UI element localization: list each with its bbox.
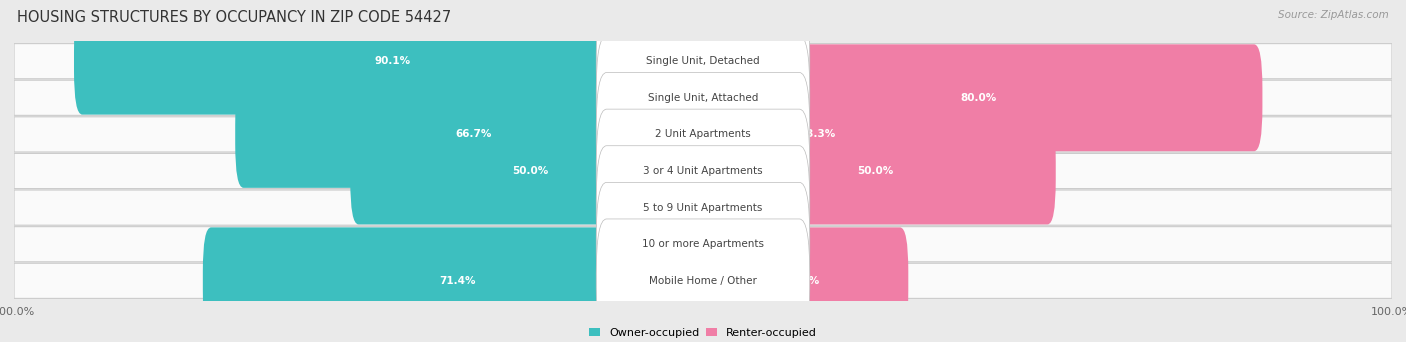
Text: 20.0%: 20.0% xyxy=(616,93,652,103)
FancyBboxPatch shape xyxy=(596,73,810,196)
Text: 28.6%: 28.6% xyxy=(783,276,820,286)
FancyBboxPatch shape xyxy=(14,190,1392,225)
FancyBboxPatch shape xyxy=(695,118,1056,224)
FancyBboxPatch shape xyxy=(695,81,941,188)
Text: 50.0%: 50.0% xyxy=(513,166,548,176)
FancyBboxPatch shape xyxy=(695,44,1263,151)
FancyBboxPatch shape xyxy=(596,182,810,306)
Text: HOUSING STRUCTURES BY OCCUPANCY IN ZIP CODE 54427: HOUSING STRUCTURES BY OCCUPANCY IN ZIP C… xyxy=(17,10,451,25)
FancyBboxPatch shape xyxy=(596,146,810,269)
Text: Single Unit, Detached: Single Unit, Detached xyxy=(647,56,759,66)
FancyBboxPatch shape xyxy=(14,154,1392,188)
FancyBboxPatch shape xyxy=(596,109,810,233)
Text: 0.0%: 0.0% xyxy=(666,202,693,213)
FancyBboxPatch shape xyxy=(14,227,1392,262)
FancyBboxPatch shape xyxy=(596,0,810,123)
FancyBboxPatch shape xyxy=(75,8,711,115)
FancyBboxPatch shape xyxy=(202,227,711,334)
FancyBboxPatch shape xyxy=(14,263,1392,299)
Text: 50.0%: 50.0% xyxy=(858,166,893,176)
FancyBboxPatch shape xyxy=(14,43,1392,79)
FancyBboxPatch shape xyxy=(235,81,711,188)
FancyBboxPatch shape xyxy=(695,227,908,334)
FancyBboxPatch shape xyxy=(350,118,711,224)
FancyBboxPatch shape xyxy=(557,44,711,151)
Text: 0.0%: 0.0% xyxy=(713,202,740,213)
Legend: Owner-occupied, Renter-occupied: Owner-occupied, Renter-occupied xyxy=(585,323,821,342)
Text: 71.4%: 71.4% xyxy=(439,276,475,286)
Text: Mobile Home / Other: Mobile Home / Other xyxy=(650,276,756,286)
Text: 0.0%: 0.0% xyxy=(666,239,693,249)
Text: 3 or 4 Unit Apartments: 3 or 4 Unit Apartments xyxy=(643,166,763,176)
Text: 9.9%: 9.9% xyxy=(782,56,808,66)
FancyBboxPatch shape xyxy=(14,117,1392,152)
Text: Single Unit, Attached: Single Unit, Attached xyxy=(648,93,758,103)
Text: 33.3%: 33.3% xyxy=(800,129,835,140)
FancyBboxPatch shape xyxy=(14,80,1392,115)
Text: Source: ZipAtlas.com: Source: ZipAtlas.com xyxy=(1278,10,1389,20)
Text: 80.0%: 80.0% xyxy=(960,93,997,103)
FancyBboxPatch shape xyxy=(596,36,810,160)
Text: 90.1%: 90.1% xyxy=(374,56,411,66)
Text: 2 Unit Apartments: 2 Unit Apartments xyxy=(655,129,751,140)
Text: 10 or more Apartments: 10 or more Apartments xyxy=(643,239,763,249)
Text: 5 to 9 Unit Apartments: 5 to 9 Unit Apartments xyxy=(644,202,762,213)
FancyBboxPatch shape xyxy=(596,219,810,342)
Text: 0.0%: 0.0% xyxy=(713,239,740,249)
Text: 66.7%: 66.7% xyxy=(456,129,492,140)
FancyBboxPatch shape xyxy=(695,8,779,115)
